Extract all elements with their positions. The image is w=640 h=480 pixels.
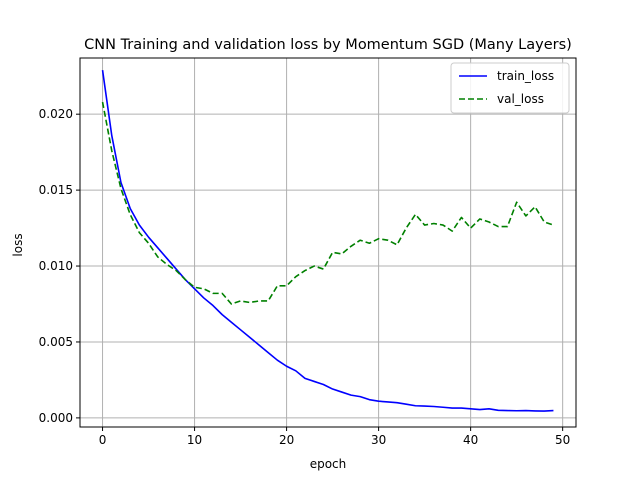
x-tick-label: 50 xyxy=(555,433,570,447)
x-axis-label: epoch xyxy=(310,457,347,471)
x-tick-label: 0 xyxy=(99,433,107,447)
series-line-train-loss xyxy=(101,70,554,412)
x-tick-label: 40 xyxy=(463,433,478,447)
x-tick-label: 20 xyxy=(279,433,294,447)
x-tick-label: 10 xyxy=(187,433,202,447)
legend-label-val-loss: val_loss xyxy=(497,92,544,106)
x-tick-label: 30 xyxy=(371,433,386,447)
y-tick-label: 0.015 xyxy=(39,183,73,197)
y-tick-label: 0.000 xyxy=(39,411,73,425)
chart-title: CNN Training and validation loss by Mome… xyxy=(84,37,572,53)
series-layer xyxy=(101,70,554,412)
legend-label-train-loss: train_loss xyxy=(497,69,554,83)
legend: train_loss val_loss xyxy=(450,62,570,114)
ticks-layer: 0 10 20 30 40 50 0.000 0.005 0.010 0.015 0.020 xyxy=(39,107,571,447)
grid-layer xyxy=(80,58,576,427)
y-axis-label: loss xyxy=(11,233,25,256)
y-tick-label: 0.020 xyxy=(39,107,73,121)
y-tick-label: 0.005 xyxy=(39,335,73,349)
y-tick-label: 0.010 xyxy=(39,259,73,273)
series-line-val-loss xyxy=(101,101,554,305)
plot-frame xyxy=(79,57,577,428)
